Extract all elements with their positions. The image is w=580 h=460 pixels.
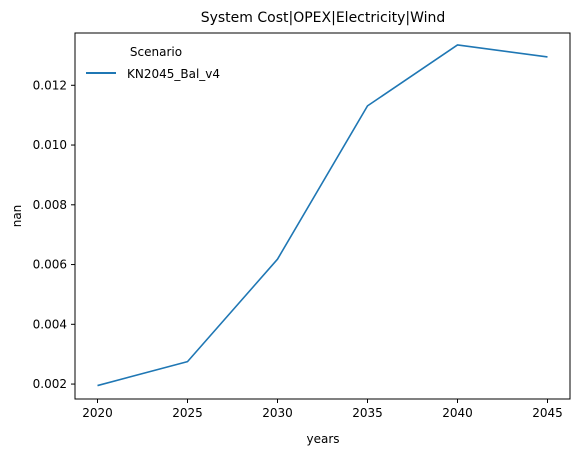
legend: Scenario KN2045_Bal_v4: [86, 45, 220, 81]
x-axis-label: years: [306, 432, 339, 446]
x-tick-label: 2045: [532, 406, 563, 420]
y-tick-label: 0.012: [33, 78, 67, 92]
y-tick-label: 0.008: [33, 198, 67, 212]
y-tick-label: 0.004: [33, 317, 67, 331]
series-line: [97, 44, 548, 387]
y-axis-label: nan: [10, 205, 24, 228]
plot-area: [74, 32, 571, 400]
x-tick-label: 2040: [442, 406, 473, 420]
chart-title: System Cost|OPEX|Electricity|Wind: [201, 10, 446, 26]
y-axis: 0.002 0.004 0.006 0.008 0.010 0.012: [33, 78, 75, 391]
x-tick-label: 2035: [352, 406, 383, 420]
y-tick-label: 0.006: [33, 258, 67, 272]
legend-entry-label: KN2045_Bal_v4: [127, 67, 220, 81]
x-tick-label: 2025: [172, 406, 203, 420]
y-tick-label: 0.010: [33, 138, 67, 152]
x-tick-label: 2020: [82, 406, 113, 420]
legend-title: Scenario: [130, 45, 182, 59]
x-axis: 2020 2025 2030 2035 2040 2045: [82, 399, 563, 420]
series-layer: [97, 44, 548, 387]
plot-frame: [74, 32, 571, 400]
x-tick-label: 2030: [262, 406, 293, 420]
y-tick-label: 0.002: [33, 377, 67, 391]
